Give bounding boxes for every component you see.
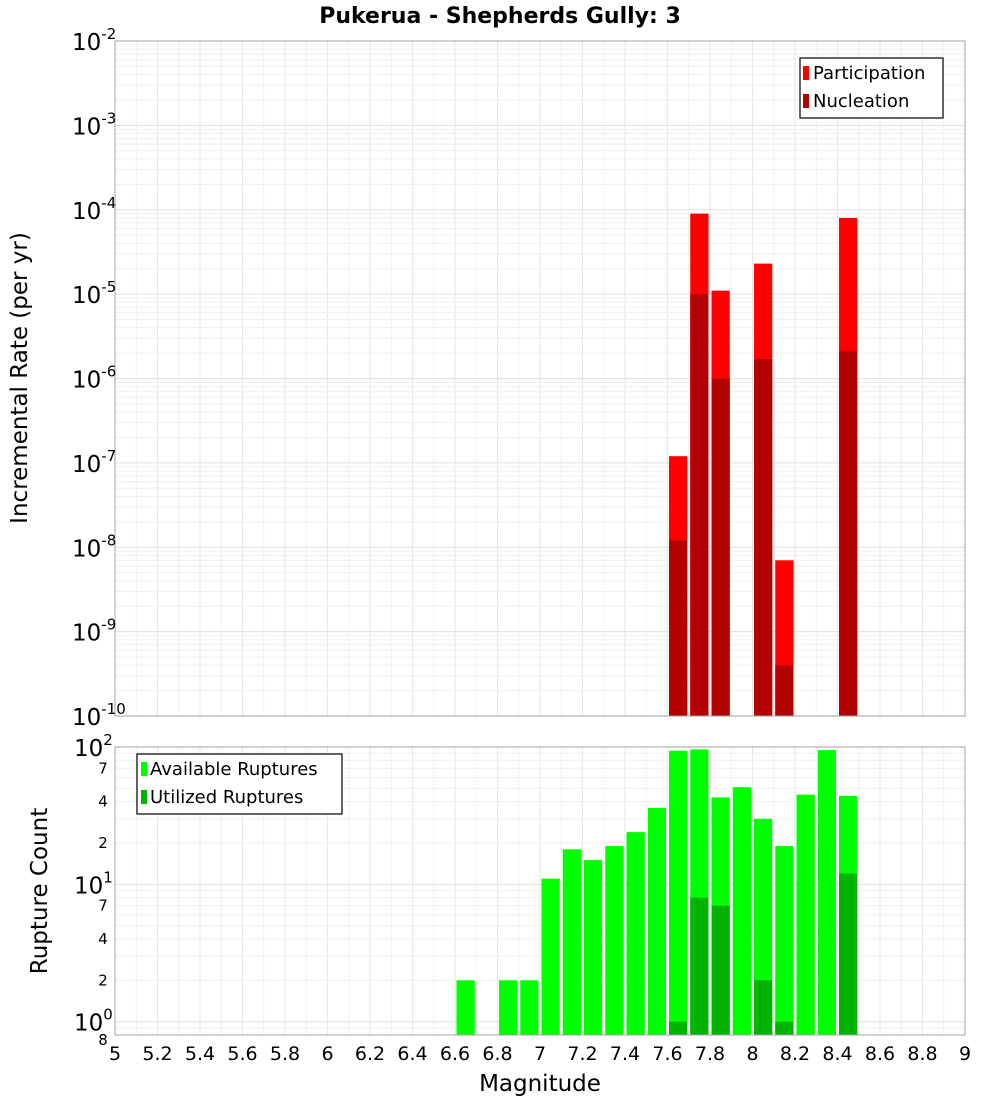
y-tick-label: 10-10 <box>72 700 126 731</box>
y-tick-label: 10-8 <box>72 531 116 562</box>
bar <box>754 980 773 1035</box>
series-utilized-ruptures <box>669 873 858 1035</box>
bar <box>584 860 603 1035</box>
bar <box>711 378 730 716</box>
bar <box>456 980 475 1035</box>
y-minor-tick-label: 2 <box>98 971 108 989</box>
x-tick-label: 8.6 <box>865 1043 895 1065</box>
bar <box>839 873 858 1035</box>
top-y-axis-label: Incremental Rate (per yr) <box>7 232 33 524</box>
legend-entry: Utilized Ruptures <box>150 787 303 808</box>
bar <box>605 846 624 1035</box>
x-tick-label: 7.8 <box>695 1043 725 1065</box>
legend-swatch <box>141 762 147 776</box>
x-tick-label: 7.6 <box>652 1043 682 1065</box>
x-tick-label: 7 <box>534 1043 546 1065</box>
y-tick-label: 10-2 <box>72 25 116 56</box>
bar <box>711 905 730 1035</box>
y-minor-tick-label: 7 <box>98 897 108 915</box>
legend-entry: Participation <box>813 63 925 84</box>
plot-frame <box>114 746 966 1036</box>
x-tick-label: 9 <box>959 1043 971 1065</box>
top-panel-plot: 10-10 10-9 10-8 10-7 10-6 10-5 10-4 10-3 10-2 Par… <box>72 25 966 731</box>
legend-swatch <box>803 94 809 108</box>
y-tick-label: 102 <box>74 731 113 762</box>
x-tick-label: 6.4 <box>397 1043 427 1065</box>
y-minor-tick-label: 4 <box>98 930 108 948</box>
gridlines <box>114 40 966 717</box>
legend-swatch <box>803 66 809 80</box>
bar <box>669 540 688 716</box>
bar <box>690 897 709 1035</box>
x-tick-label: 6 <box>321 1043 333 1065</box>
legend-bottom: Available Ruptures Utilized Ruptures <box>136 753 343 815</box>
bar <box>626 832 645 1035</box>
y-tick-label: 10-7 <box>72 447 116 478</box>
bottom-y-tick-labels: 100 101 102 8 2 4 7 2 4 7 <box>74 731 113 1049</box>
y-minor-tick-label: 7 <box>98 759 108 777</box>
bar <box>775 846 794 1035</box>
y-minor-tick-label: 4 <box>98 793 108 811</box>
bar <box>775 665 794 716</box>
y-tick-label: 10-4 <box>72 194 116 225</box>
x-tick-label: 5.2 <box>142 1043 172 1065</box>
legend-top: Participation Nucleation <box>799 57 944 119</box>
plot-frame <box>114 40 966 717</box>
x-axis-label: Magnitude <box>479 1071 601 1097</box>
bar <box>732 787 751 1035</box>
y-minor-tick-label: 8 <box>98 1031 108 1049</box>
bar <box>562 849 581 1035</box>
bar <box>754 359 773 716</box>
x-tick-label: 8.4 <box>822 1043 852 1065</box>
x-tick-label: 5.6 <box>227 1043 257 1065</box>
series-nucleation <box>669 294 858 716</box>
bottom-panel-plot: 100 101 102 8 2 4 7 2 4 7 Available Ruptures Utiliz… <box>74 731 971 1065</box>
y-tick-label: 101 <box>74 868 113 899</box>
x-tick-labels: 5 5.2 5.4 5.6 5.8 6 6.2 6.4 6.6 6.8 7 7.2 7.4 7.6 7.8 8… <box>109 1043 971 1065</box>
x-tick-label: 8 <box>746 1043 758 1065</box>
bar <box>796 794 815 1035</box>
chart-title: Pukerua - Shepherds Gully: 3 <box>319 4 681 29</box>
legend-swatch <box>141 790 147 804</box>
legend-box <box>799 57 944 119</box>
bar <box>690 294 709 716</box>
x-tick-label: 6.6 <box>440 1043 470 1065</box>
x-tick-label: 6.2 <box>355 1043 385 1065</box>
y-tick-label: 10-9 <box>72 616 116 647</box>
bar <box>839 351 858 716</box>
bar <box>817 750 836 1035</box>
y-minor-tick-label: 2 <box>98 834 108 852</box>
x-tick-label: 5.8 <box>270 1043 300 1065</box>
bar <box>499 980 518 1035</box>
bar <box>647 807 666 1035</box>
x-tick-label: 5 <box>109 1043 121 1065</box>
x-tick-label: 5.4 <box>185 1043 215 1065</box>
legend-box <box>136 753 343 815</box>
x-tick-label: 8.2 <box>780 1043 810 1065</box>
bar <box>541 878 560 1035</box>
x-tick-label: 6.8 <box>482 1043 512 1065</box>
top-y-tick-labels: 10-10 10-9 10-8 10-7 10-6 10-5 10-4 10-3 10-2 <box>72 25 126 731</box>
bottom-y-axis-label: Rupture Count <box>27 808 53 974</box>
bar <box>669 750 688 1035</box>
x-tick-label: 8.8 <box>907 1043 937 1065</box>
y-tick-label: 10-3 <box>72 109 116 140</box>
bar <box>775 1021 794 1035</box>
bar <box>669 1021 688 1035</box>
y-tick-label: 10-5 <box>72 278 116 309</box>
x-tick-label: 7.2 <box>567 1043 597 1065</box>
legend-entry: Available Ruptures <box>150 759 318 780</box>
y-tick-label: 100 <box>74 1006 113 1037</box>
legend-entry: Nucleation <box>813 91 909 112</box>
x-tick-label: 7.4 <box>610 1043 640 1065</box>
y-tick-label: 10-6 <box>72 363 116 394</box>
bar <box>520 980 539 1035</box>
